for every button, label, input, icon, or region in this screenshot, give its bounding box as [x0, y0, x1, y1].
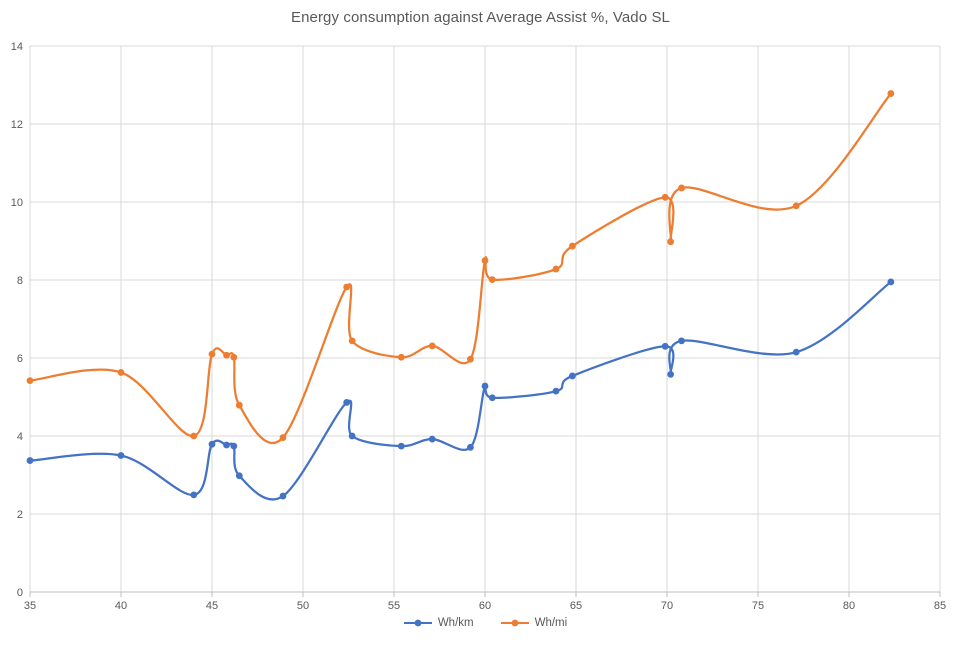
- y-axis-tick-label: 10: [11, 197, 23, 209]
- data-point-marker-wh-mi: [678, 184, 685, 192]
- series-line-wh-km: [28, 280, 892, 501]
- data-point-marker-wh-km: [208, 440, 216, 448]
- data-point-marker-wh-km: [481, 382, 489, 390]
- x-axis-tick-label: 35: [24, 600, 36, 612]
- data-point-marker-wh-mi: [467, 355, 474, 363]
- y-axis-tick-label: 4: [17, 431, 23, 443]
- x-axis-tick-label: 40: [115, 600, 127, 612]
- x-axis-tick-label: 60: [479, 600, 491, 612]
- data-point-marker-wh-mi: [26, 377, 34, 385]
- x-axis-tick-label: 85: [934, 600, 946, 612]
- data-point-marker-wh-km: [792, 348, 800, 356]
- data-point-marker-wh-mi: [428, 342, 436, 350]
- x-axis-tick-label: 45: [206, 600, 218, 612]
- data-point-marker-wh-km: [117, 452, 125, 459]
- data-point-marker-wh-mi: [667, 238, 675, 246]
- legend-item-wh-mi[interactable]: Wh/mi: [500, 617, 568, 629]
- x-axis-tick-label: 80: [843, 600, 855, 612]
- data-point-marker-wh-km: [26, 457, 34, 464]
- data-point-marker-wh-km: [568, 372, 576, 380]
- data-point-marker-wh-mi: [397, 353, 405, 361]
- legend-label-wh-km: Wh/km: [437, 617, 474, 629]
- data-point-marker-wh-km: [279, 492, 287, 500]
- data-point-marker-wh-mi: [348, 337, 356, 345]
- series-line-wh-mi: [28, 92, 892, 445]
- data-point-marker-wh-mi: [481, 257, 489, 264]
- legend-label-wh-mi: Wh/mi: [534, 617, 568, 629]
- line-marker-icon: [500, 619, 529, 627]
- chart-title: Energy consumption against Average Assis…: [290, 9, 671, 26]
- x-axis-tick-label: 75: [752, 600, 764, 612]
- data-point-marker-wh-mi: [117, 369, 125, 376]
- data-point-marker-wh-mi: [230, 353, 238, 361]
- data-point-marker-wh-mi: [235, 401, 243, 409]
- data-point-marker-wh-km: [343, 399, 351, 406]
- data-point-marker-wh-km: [488, 394, 496, 402]
- y-axis-tick-label: 8: [17, 275, 23, 287]
- x-axis-tick-label: 55: [388, 600, 400, 612]
- data-point-marker-wh-km: [467, 443, 474, 451]
- y-axis-tick-label: 6: [17, 353, 23, 365]
- data-point-marker-wh-km: [887, 278, 895, 286]
- data-point-marker-wh-km: [428, 435, 436, 443]
- data-point-marker-wh-km: [552, 387, 560, 395]
- data-point-marker-wh-km: [667, 370, 675, 378]
- data-point-marker-wh-mi: [279, 434, 287, 441]
- legend: Wh/km Wh/mi: [30, 617, 940, 629]
- data-point-marker-wh-km: [223, 441, 230, 449]
- data-point-marker-wh-km: [235, 472, 243, 480]
- data-point-marker-wh-km: [397, 442, 405, 450]
- data-point-marker-wh-mi: [208, 350, 216, 358]
- y-axis-tick-label: 2: [17, 509, 23, 521]
- data-point-marker-wh-mi: [343, 283, 351, 291]
- line-marker-icon: [403, 619, 432, 627]
- data-point-marker-wh-km: [678, 337, 685, 345]
- data-point-marker-wh-mi: [223, 351, 230, 359]
- data-point-marker-wh-mi: [552, 265, 560, 273]
- data-point-marker-wh-km: [661, 342, 669, 350]
- data-point-marker-wh-km: [230, 442, 238, 450]
- y-axis-tick-label: 12: [11, 119, 23, 131]
- data-point-marker-wh-mi: [190, 432, 198, 440]
- data-point-marker-wh-mi: [488, 276, 496, 284]
- data-point-marker-wh-mi: [661, 193, 669, 201]
- x-axis-tick-label: 65: [570, 600, 582, 612]
- legend-item-wh-km[interactable]: Wh/km: [403, 617, 474, 629]
- x-axis-tick-label: 50: [297, 600, 309, 612]
- x-axis-tick-label: 70: [661, 600, 673, 612]
- data-point-marker-wh-mi: [887, 90, 895, 97]
- data-point-marker-wh-km: [190, 491, 198, 499]
- data-point-marker-wh-km: [348, 432, 356, 440]
- data-point-marker-wh-mi: [792, 202, 800, 210]
- y-axis-tick-label: 14: [11, 41, 23, 53]
- data-point-marker-wh-mi: [568, 242, 576, 250]
- y-axis-tick-label: 0: [17, 587, 23, 599]
